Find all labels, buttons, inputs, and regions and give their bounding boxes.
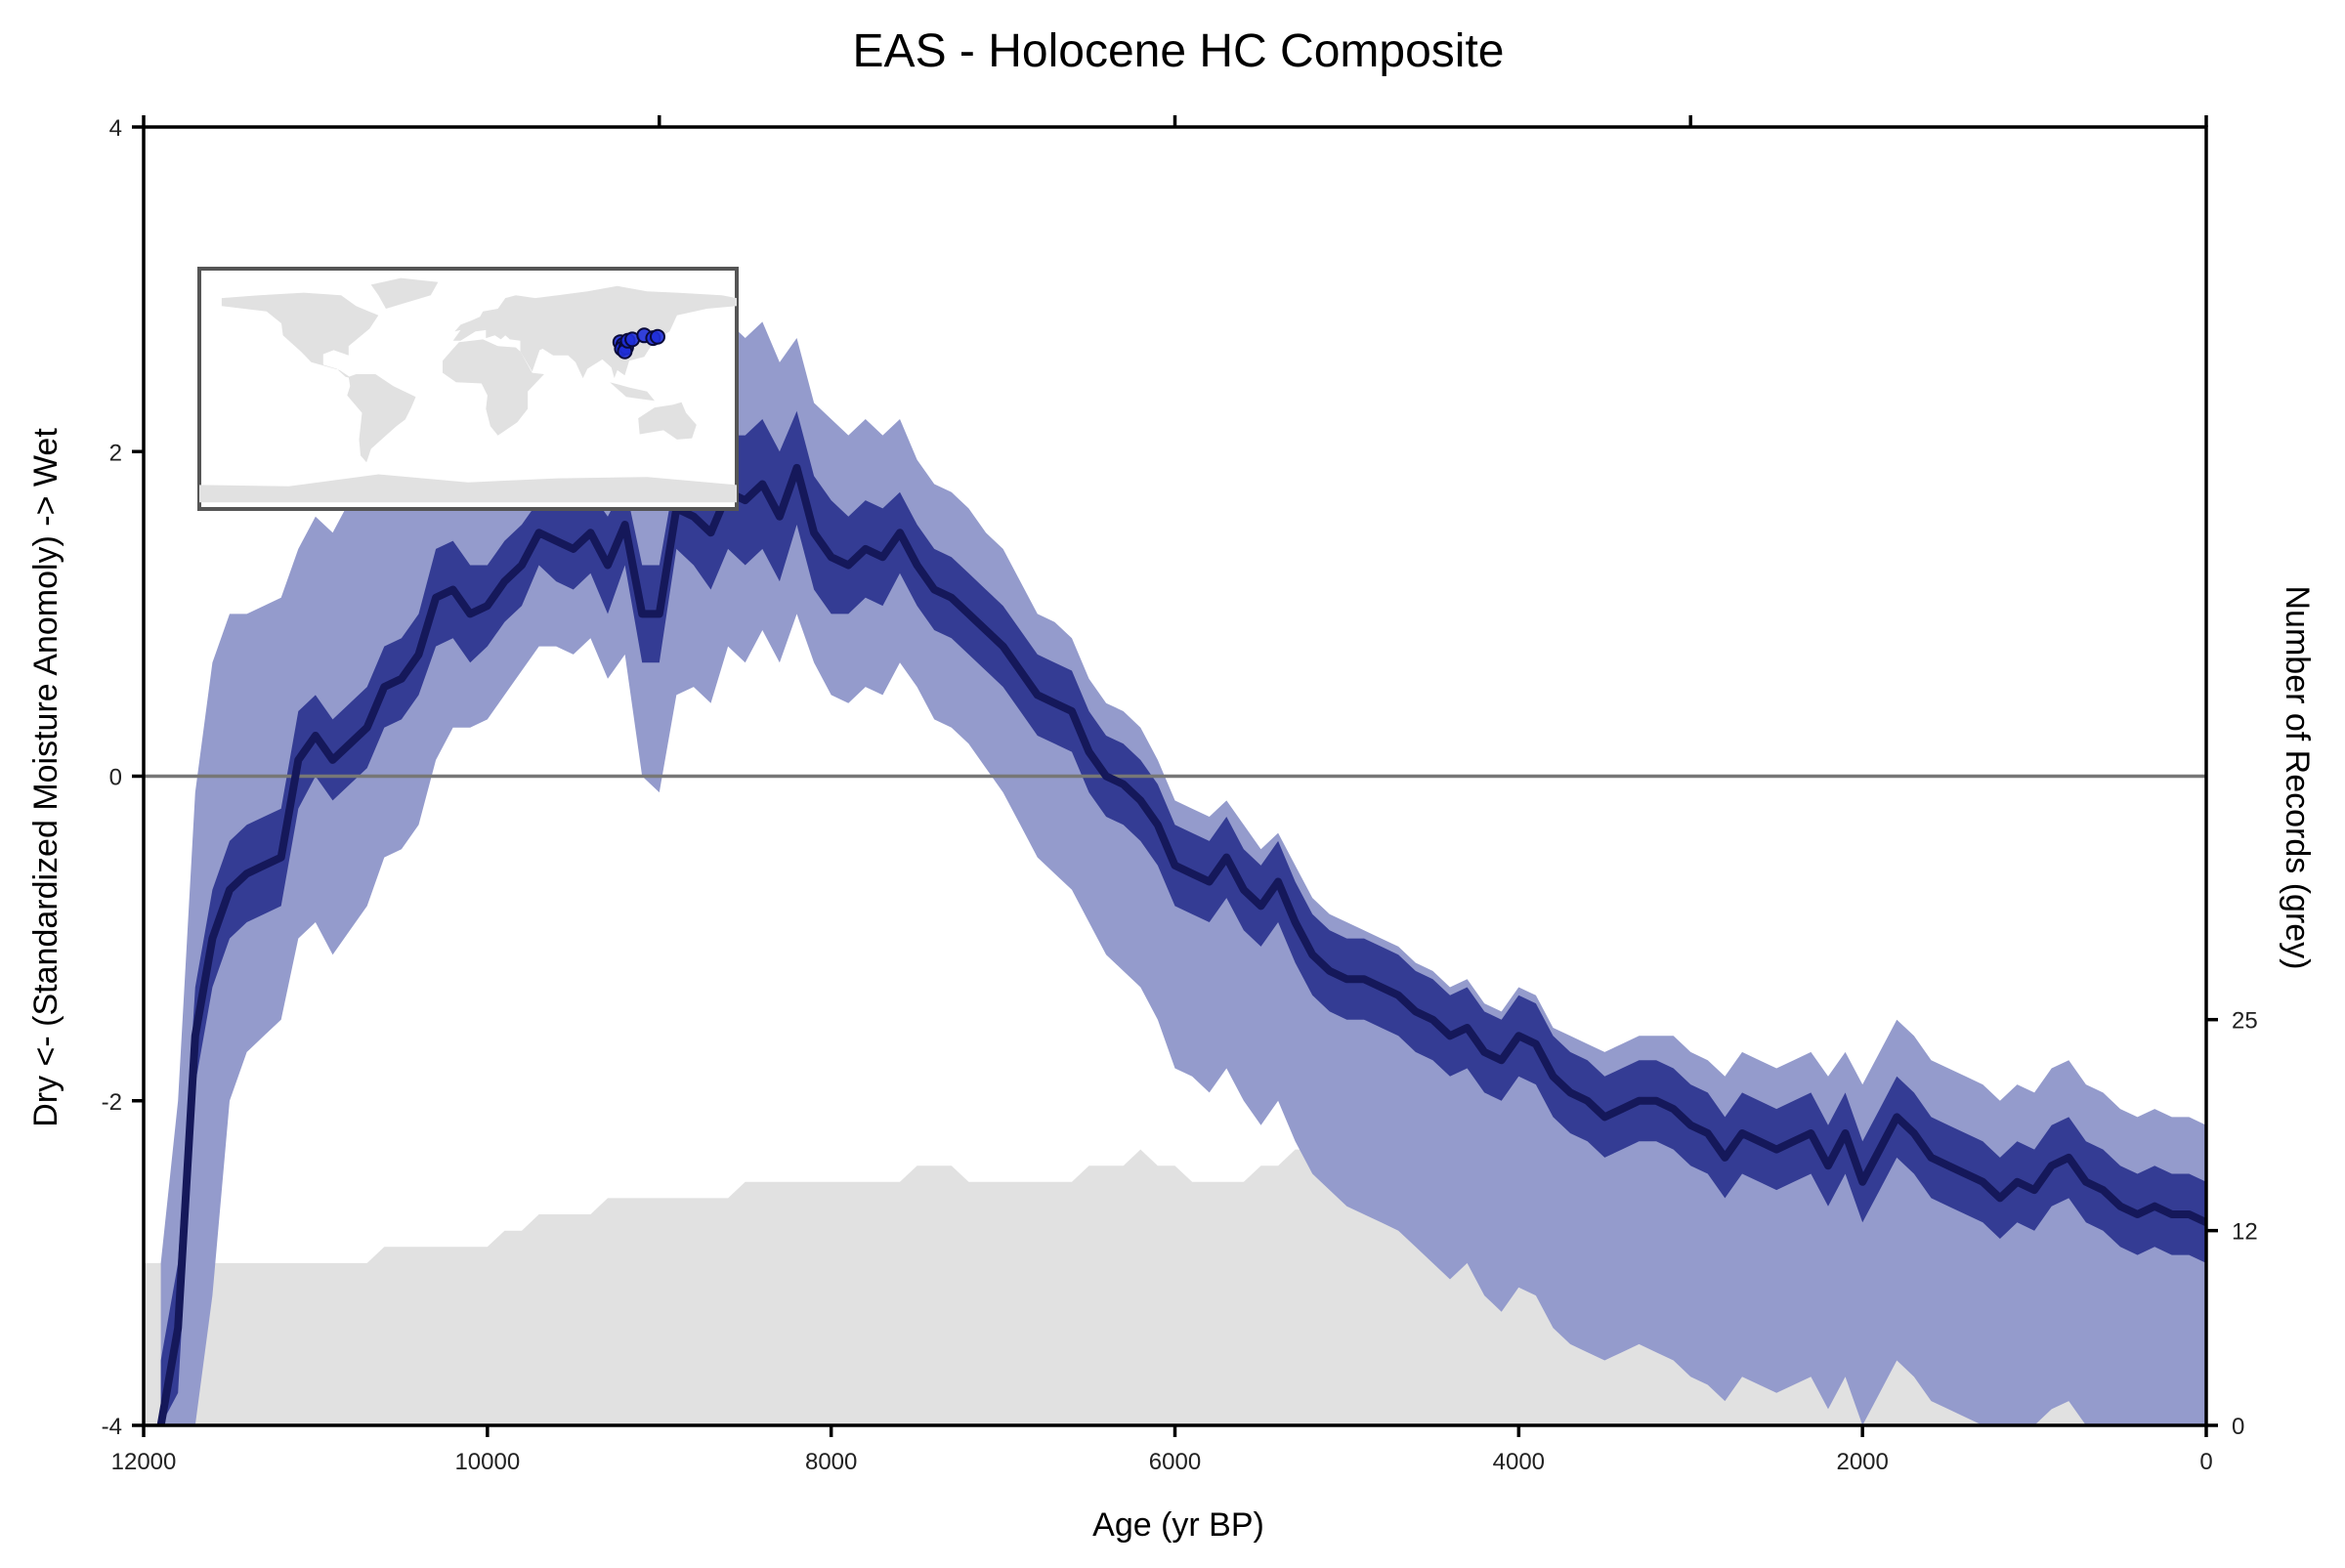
x-tick-label: 8000: [805, 1449, 857, 1475]
y-tick-label: 2: [109, 440, 122, 466]
y-tick-label: 0: [109, 765, 122, 791]
africa-shape: [443, 339, 544, 436]
y-tick-label: -4: [102, 1414, 122, 1440]
south-america-shape: [347, 374, 416, 463]
plot-clip-group: [144, 280, 2206, 1425]
world-map-inset: [197, 267, 739, 511]
x-tick-label: 4000: [1493, 1449, 1545, 1475]
y2-axis-title: Number of Records (grey): [2279, 585, 2316, 969]
maritime-asia-shape: [610, 382, 655, 402]
greenland-shape: [370, 277, 439, 309]
australia-shape: [638, 402, 697, 440]
y2-tick-label: 0: [2232, 1414, 2244, 1440]
north-america-shape: [221, 292, 379, 379]
y-axis-title: Dry <- (Standardized Moisture Anomoly) -…: [27, 428, 64, 1127]
chart-title: EAS - Holocene HC Composite: [853, 25, 1505, 77]
x-tick-label: 0: [2199, 1449, 2212, 1475]
y-tick-label: 4: [109, 115, 122, 142]
record-site-marker: [650, 328, 665, 345]
x-tick-label: 6000: [1149, 1449, 1201, 1475]
antarctica-shape: [199, 474, 737, 503]
y2-tick-label: 12: [2232, 1219, 2258, 1246]
eurasia-shape: [452, 285, 737, 379]
x-tick-label: 2000: [1836, 1449, 1888, 1475]
plot-area: 12000 10000 8000 6000 4000 2000 0 4 2 0 -2 -4 25 12 0: [102, 115, 2258, 1475]
x-tick-label: 12000: [111, 1449, 177, 1475]
x-axis-title: Age (yr BP): [1092, 1506, 1264, 1544]
x-tick-label: 10000: [454, 1449, 520, 1475]
composite-median-line: [156, 463, 2206, 1425]
y-tick-label: -2: [102, 1089, 122, 1116]
y2-tick-label: 25: [2232, 1008, 2258, 1035]
